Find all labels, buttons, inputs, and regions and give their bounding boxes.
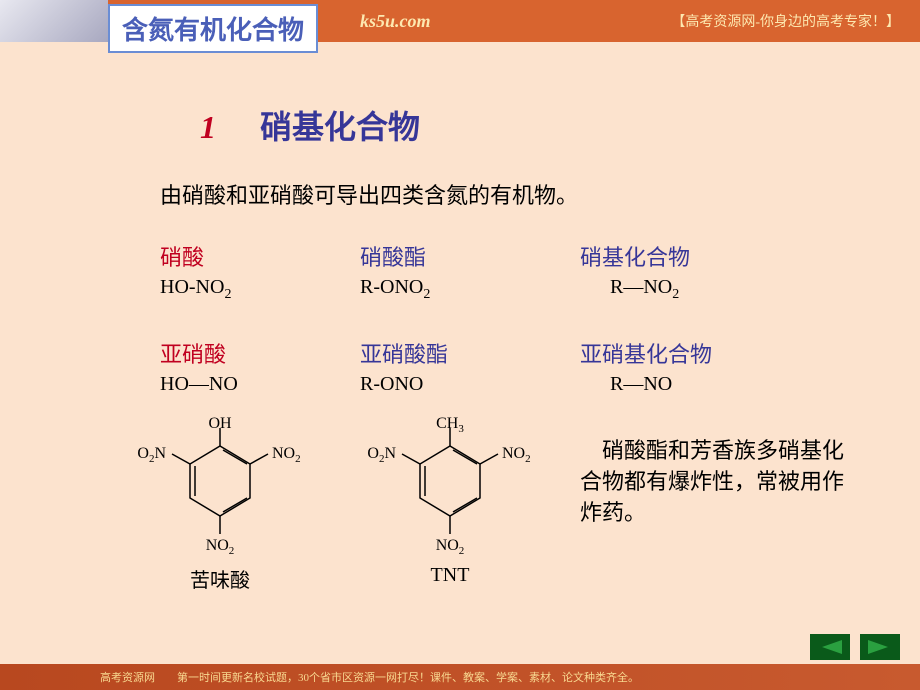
section-heading: 1 硝基化合物 (200, 102, 860, 148)
svg-text:OH: OH (208, 416, 232, 432)
cat-label-nitrate-ester: 硝酸酯 (360, 240, 580, 272)
molecule-tnt: CH3 O2N NO2 NO2 TNT (350, 416, 550, 593)
content-area: 1 硝基化合物 由硝酸和亚硝酸可导出四类含氮的有机物。 硝酸 硝酸酯 硝基化合物… (0, 42, 920, 593)
svg-text:NO2: NO2 (502, 445, 531, 465)
molecule-name-picric: 苦味酸 (190, 564, 250, 593)
formula-nitrous-acid: HO—NO (160, 373, 360, 396)
svg-text:NO2: NO2 (206, 537, 235, 556)
arrow-right-icon (868, 638, 892, 656)
category-grid: 硝酸 硝酸酯 硝基化合物 HO-NO2 R-ONO2 R—NO2 亚硝酸 亚硝酸… (160, 240, 860, 396)
bottom-banner: 高考资源网 第一时间更新名校试题，30个省市区资源一网打尽！课件、教案、学案、素… (0, 664, 920, 690)
banner-right-text: 【高考资源网-你身边的高考专家！】 (671, 11, 900, 31)
banner-corner-image (0, 0, 108, 42)
heading-title: 硝基化合物 (260, 109, 420, 145)
nav-arrows (810, 634, 900, 660)
svg-text:NO2: NO2 (272, 445, 301, 465)
title-badge: 含氮有机化合物 (108, 4, 318, 53)
banner-logo-text: ks5u.com (360, 11, 431, 32)
cat-label-nitroso-compound: 亚硝基化合物 (580, 337, 780, 369)
svg-text:O2N: O2N (137, 445, 166, 465)
molecule-picric-acid: OH O2N NO2 NO2 苦味酸 (120, 416, 320, 593)
arrow-left-icon (818, 638, 842, 656)
molecule-svg-tnt: CH3 O2N NO2 NO2 (350, 416, 550, 556)
formula-nitrite-ester: R-ONO (360, 373, 580, 396)
svg-text:O2N: O2N (367, 445, 396, 465)
cat-label-nitro-compound: 硝基化合物 (580, 240, 780, 272)
molecule-svg-picric: OH O2N NO2 NO2 (120, 416, 320, 556)
cat-label-nitric-acid: 硝酸 (160, 240, 360, 272)
next-button[interactable] (860, 634, 900, 660)
formula-nitrate-ester: R-ONO2 (360, 276, 580, 303)
cat-label-nitrous-acid: 亚硝酸 (160, 337, 360, 369)
prev-button[interactable] (810, 634, 850, 660)
top-banner: 含氮有机化合物 ks5u.com 【高考资源网-你身边的高考专家！】 (0, 0, 920, 42)
svg-text:NO2: NO2 (436, 537, 465, 556)
formula-nitroso-compound: R—NO (580, 373, 780, 396)
formula-nitric-acid: HO-NO2 (160, 276, 360, 303)
intro-text: 由硝酸和亚硝酸可导出四类含氮的有机物。 (160, 178, 860, 210)
molecule-name-tnt: TNT (431, 564, 470, 587)
heading-number: 1 (200, 109, 216, 145)
explosive-note: 硝酸酯和芳香族多硝基化合物都有爆炸性，常被用作炸药。 (580, 436, 860, 593)
bottom-section: OH O2N NO2 NO2 苦味酸 CH3 (120, 416, 860, 593)
bottom-banner-text: 高考资源网 第一时间更新名校试题，30个省市区资源一网打尽！课件、教案、学案、素… (100, 669, 639, 685)
formula-nitro-compound: R—NO2 (580, 276, 780, 303)
cat-label-nitrite-ester: 亚硝酸酯 (360, 337, 580, 369)
